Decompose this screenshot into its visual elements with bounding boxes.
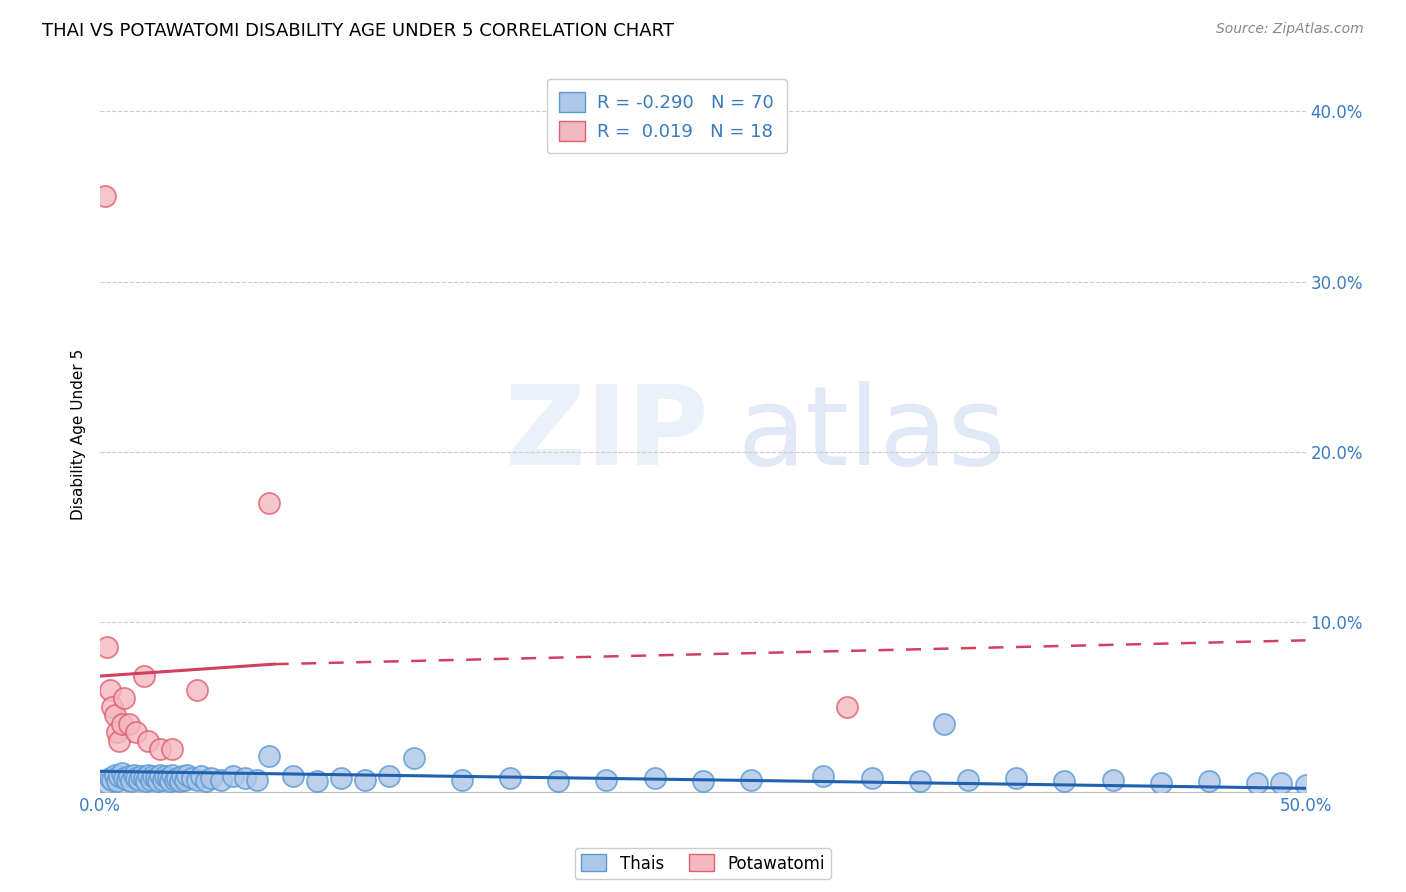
Point xyxy=(354,772,377,787)
Point xyxy=(402,750,425,764)
Point xyxy=(138,733,160,747)
Y-axis label: Disability Age Under 5: Disability Age Under 5 xyxy=(72,349,86,520)
Point xyxy=(129,769,152,783)
Point xyxy=(547,774,569,789)
Point xyxy=(105,774,128,789)
Point xyxy=(149,742,172,756)
Point xyxy=(173,772,195,787)
Point xyxy=(166,771,188,785)
Point xyxy=(1246,776,1268,790)
Point xyxy=(307,774,329,789)
Point xyxy=(98,771,121,785)
Point xyxy=(233,771,256,785)
Point xyxy=(169,774,191,789)
Point xyxy=(111,716,134,731)
Point xyxy=(190,769,212,783)
Point xyxy=(692,774,714,789)
Point xyxy=(122,767,145,781)
Point xyxy=(159,774,181,789)
Point xyxy=(112,691,135,706)
Point xyxy=(115,772,138,787)
Point xyxy=(125,725,148,739)
Point xyxy=(96,640,118,655)
Point xyxy=(222,769,245,783)
Point xyxy=(837,699,859,714)
Point xyxy=(195,774,218,789)
Point xyxy=(142,769,165,783)
Point xyxy=(1150,776,1173,790)
Text: ZIP: ZIP xyxy=(505,381,709,488)
Point xyxy=(813,769,835,783)
Point xyxy=(186,682,208,697)
Point xyxy=(138,767,160,781)
Point xyxy=(176,767,198,781)
Point xyxy=(740,772,762,787)
Point xyxy=(132,669,155,683)
Text: atlas: atlas xyxy=(737,381,1005,488)
Legend: Thais, Potawatomi: Thais, Potawatomi xyxy=(575,847,831,880)
Point xyxy=(1270,776,1292,790)
Point xyxy=(200,771,222,785)
Point xyxy=(98,682,121,697)
Point xyxy=(145,771,167,785)
Point xyxy=(163,772,186,787)
Point xyxy=(104,767,127,781)
Point xyxy=(1101,772,1123,787)
Point xyxy=(105,725,128,739)
Point xyxy=(135,774,157,789)
Point xyxy=(956,772,979,787)
Point xyxy=(330,771,353,785)
Point xyxy=(162,767,184,781)
Point xyxy=(101,772,124,787)
Point xyxy=(932,716,955,731)
Point xyxy=(96,776,118,790)
Point xyxy=(108,769,131,783)
Point xyxy=(139,772,162,787)
Legend: R = -0.290   N = 70, R =  0.019   N = 18: R = -0.290 N = 70, R = 0.019 N = 18 xyxy=(547,79,786,153)
Point xyxy=(172,769,194,783)
Point xyxy=(1005,771,1028,785)
Point xyxy=(1295,778,1317,792)
Text: Source: ZipAtlas.com: Source: ZipAtlas.com xyxy=(1216,22,1364,37)
Point xyxy=(118,769,141,783)
Point xyxy=(1198,774,1220,789)
Text: THAI VS POTAWATOMI DISABILITY AGE UNDER 5 CORRELATION CHART: THAI VS POTAWATOMI DISABILITY AGE UNDER … xyxy=(42,22,675,40)
Point xyxy=(1053,774,1076,789)
Point xyxy=(152,772,174,787)
Point xyxy=(121,774,143,789)
Point xyxy=(94,189,117,203)
Point xyxy=(595,772,617,787)
Point xyxy=(186,772,208,787)
Point xyxy=(860,771,883,785)
Point xyxy=(112,771,135,785)
Point xyxy=(132,771,155,785)
Point xyxy=(128,772,150,787)
Point xyxy=(162,742,184,756)
Point xyxy=(908,774,931,789)
Point xyxy=(450,772,472,787)
Point xyxy=(378,769,401,783)
Point xyxy=(257,495,280,509)
Point xyxy=(118,716,141,731)
Point xyxy=(209,772,232,787)
Point xyxy=(180,771,202,785)
Point xyxy=(155,769,177,783)
Point xyxy=(146,774,169,789)
Point xyxy=(104,708,127,723)
Point xyxy=(281,769,304,783)
Point xyxy=(101,699,124,714)
Point xyxy=(125,771,148,785)
Point xyxy=(111,766,134,780)
Point xyxy=(108,733,131,747)
Point xyxy=(156,771,179,785)
Point xyxy=(257,749,280,764)
Point xyxy=(499,771,522,785)
Point xyxy=(246,772,269,787)
Point xyxy=(149,767,172,781)
Point xyxy=(644,771,666,785)
